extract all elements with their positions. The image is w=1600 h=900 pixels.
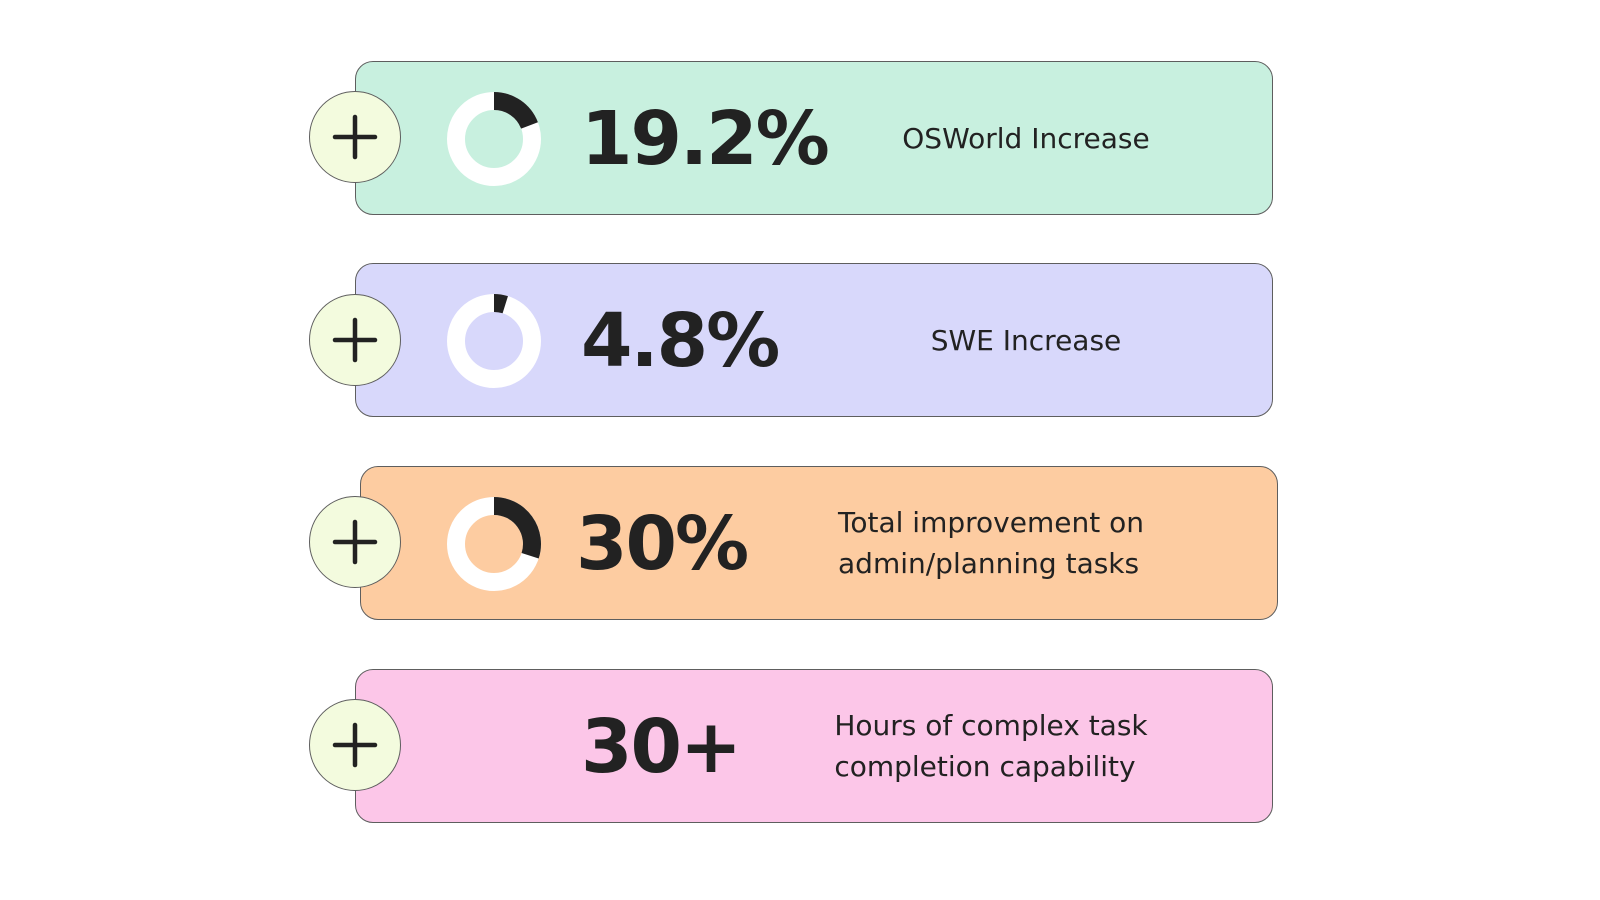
donut-arc	[493, 294, 508, 314]
stat-card-admin-planning: 30% Total improvement on admin/planning …	[360, 466, 1278, 620]
plus-icon	[332, 519, 378, 565]
stat-label-line: Hours of complex task	[834, 709, 1148, 743]
donut-arc	[493, 92, 538, 130]
stat-label: Total improvement on admin/planning task…	[791, 467, 1191, 621]
expand-button-swe[interactable]	[309, 294, 401, 386]
expand-button-admin-planning[interactable]	[309, 496, 401, 588]
stat-label-line: OSWorld Increase	[902, 121, 1150, 155]
expand-button-osworld[interactable]	[309, 91, 401, 183]
donut-arc	[493, 497, 541, 559]
donut-chart-swe	[447, 294, 541, 388]
expand-button-complex-tasks[interactable]	[309, 699, 401, 791]
stat-label-line: SWE Increase	[930, 323, 1122, 357]
donut-chart-admin-planning	[447, 497, 541, 591]
plus-icon	[332, 317, 378, 363]
stat-label-line: completion capability	[834, 750, 1136, 783]
stat-card-complex-tasks: 30+ Hours of complex task completion cap…	[355, 669, 1273, 823]
stat-value: 4.8%	[581, 298, 780, 384]
stat-value: 19.2%	[581, 96, 830, 182]
stat-value: 30+	[581, 704, 742, 790]
donut-chart-osworld	[447, 92, 541, 186]
donut-ring	[447, 294, 541, 388]
stat-card-osworld: 19.2% OSWorld Increase	[355, 61, 1273, 215]
stat-label-line: admin/planning tasks	[838, 547, 1140, 580]
stat-label: OSWorld Increase	[826, 62, 1226, 216]
stat-label: Hours of complex task completion capabil…	[791, 670, 1191, 824]
plus-icon	[332, 722, 378, 768]
stat-card-swe: 4.8% SWE Increase	[355, 263, 1273, 417]
plus-icon	[332, 114, 378, 160]
stat-label: SWE Increase	[826, 264, 1226, 418]
stat-label-line: Total improvement on	[838, 506, 1144, 540]
stat-value: 30%	[576, 501, 749, 587]
